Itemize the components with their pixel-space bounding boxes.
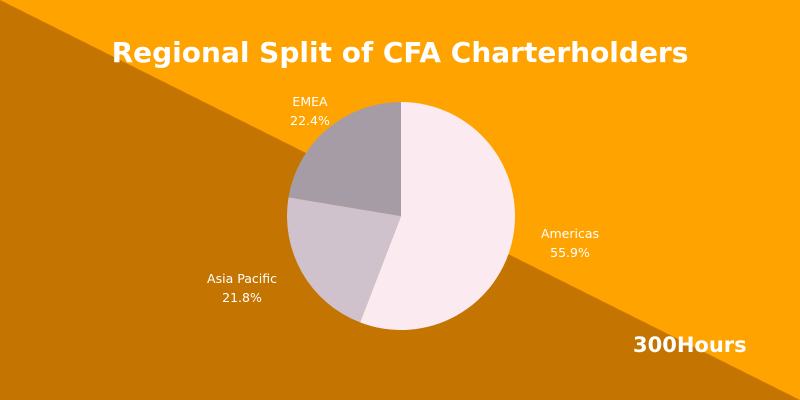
slice-label-americas-value: 55.9% [550, 245, 590, 260]
slice-label-emea: EMEA 22.4% [255, 92, 365, 130]
slice-label-emea-value: 22.4% [290, 113, 330, 128]
slice-label-americas: Americas 55.9% [515, 224, 625, 262]
slice-label-asia-pacific-name: Asia Pacific [207, 271, 277, 286]
brand-logo-text: 300Hours [633, 333, 747, 357]
slice-label-asia-pacific: Asia Pacific 21.8% [187, 269, 297, 307]
slice-label-emea-name: EMEA [292, 94, 328, 109]
pie-slice-emea [288, 102, 401, 216]
pie-slice-asia-pacific [287, 197, 401, 323]
pie-slice-americas [360, 102, 515, 330]
slice-label-asia-pacific-value: 21.8% [222, 290, 262, 305]
slice-label-americas-name: Americas [540, 226, 600, 241]
chart-title: Regional Split of CFA Charterholders [111, 36, 689, 69]
